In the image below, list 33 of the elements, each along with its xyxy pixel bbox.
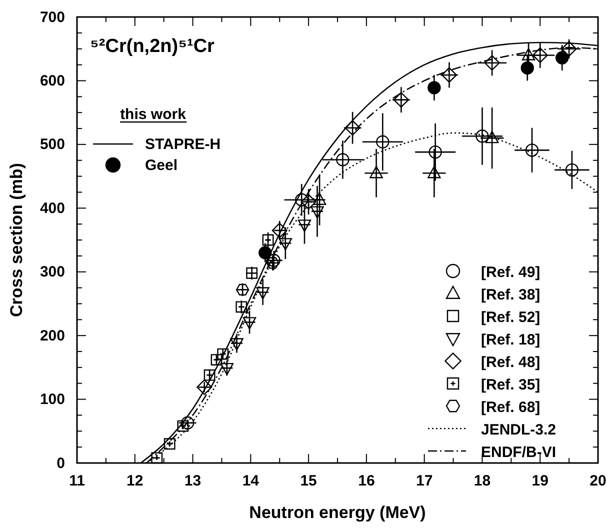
x-tick-label: 14 [242, 472, 260, 490]
y-tick-label: 100 [40, 391, 65, 408]
x-tick-label: 16 [358, 472, 375, 490]
x-tick-label: 11 [69, 472, 85, 490]
x-tick-label: 19 [532, 472, 548, 490]
legend-label: [Ref. 68] [481, 399, 540, 416]
legend-label: [Ref. 49] [481, 264, 540, 281]
x-tick-label: 18 [474, 472, 491, 490]
legend-label: Geel [145, 157, 178, 174]
x-tick-label: 15 [300, 472, 317, 490]
y-tick-label: 700 [40, 8, 65, 26]
y-tick-label: 600 [40, 72, 65, 90]
legend-label: ENDF/B-VI [481, 444, 556, 461]
y-tick-label: 200 [40, 327, 65, 344]
y-axis-title: Cross section (mb) [7, 163, 26, 317]
legend-title: this work [120, 106, 187, 123]
y-tick-label: 0 [56, 454, 65, 472]
legend-label: [Ref. 38] [481, 286, 540, 304]
x-axis-title: Neutron energy (MeV) [249, 503, 426, 522]
legend-label: [Ref. 18] [481, 332, 540, 348]
x-tick-label: 20 [590, 472, 606, 490]
legend-label: [Ref. 35] [481, 376, 540, 394]
legend-label: JENDL-3.2 [481, 422, 556, 438]
text: ⁵²Cr(n,2n)⁵¹Cr [90, 36, 216, 57]
y-tick-label: 400 [40, 200, 65, 217]
x-tick-label: 13 [184, 472, 202, 490]
y-tick-label: 300 [40, 264, 65, 281]
x-tick-label: 17 [416, 472, 433, 490]
y-tick-label: 500 [40, 136, 65, 154]
legend-label: STAPRE-H [145, 136, 221, 153]
legend-label: [Ref. 48] [481, 354, 540, 371]
x-tick-label: 12 [126, 472, 144, 490]
legend-label: [Ref. 52] [481, 309, 540, 326]
